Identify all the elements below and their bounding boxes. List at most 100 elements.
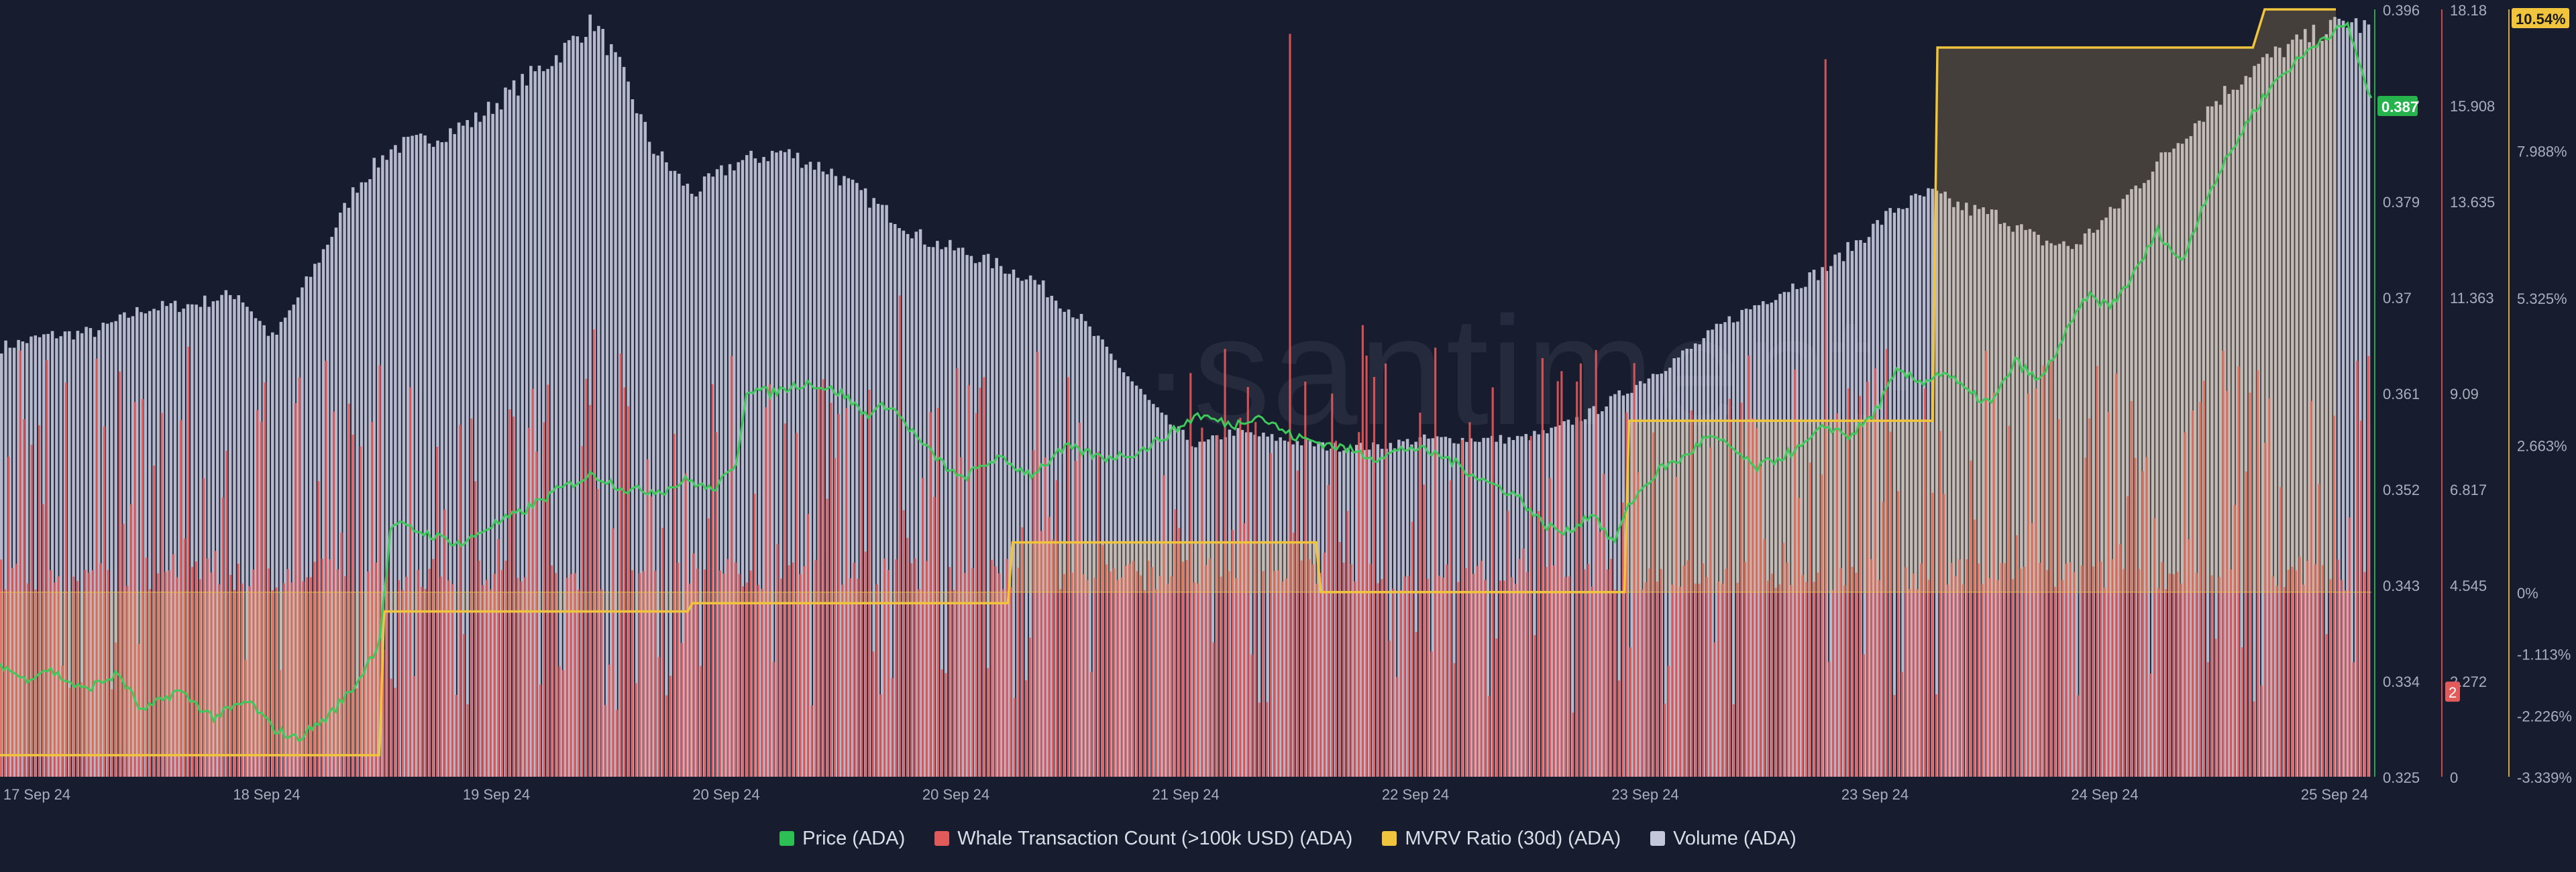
whale-bar xyxy=(596,488,599,777)
whale-bar xyxy=(1743,561,1747,777)
whale-bar xyxy=(50,570,52,777)
whale-bar xyxy=(520,581,523,777)
whale-bar xyxy=(1614,590,1617,777)
whale-bar xyxy=(2023,566,2026,777)
whale-bar xyxy=(956,368,959,777)
axes: 0.396 0.387 0.379 0.37 0.361 0.352 0.343 0.334 0… xyxy=(3,2,2572,803)
whale-bar xyxy=(1770,574,1773,777)
volume-bar xyxy=(504,87,507,777)
whale-bar xyxy=(1239,417,1242,777)
whale-bar xyxy=(1904,567,1907,777)
volume-bar xyxy=(2273,46,2277,777)
whale-bar xyxy=(2065,563,2068,777)
volume-bar xyxy=(1312,446,1316,777)
volume-bar xyxy=(1935,190,1939,777)
whale-bar xyxy=(2318,484,2320,777)
whale-bar xyxy=(604,705,607,777)
volume-bar xyxy=(804,164,808,777)
whale-bar xyxy=(554,573,557,777)
whale-bar xyxy=(1705,577,1709,777)
whale-bar xyxy=(558,666,561,777)
whale-bar xyxy=(1809,462,1812,777)
whale-bar xyxy=(466,704,469,777)
whale-bar xyxy=(221,497,224,777)
x-tick-label: 22 Sep 24 xyxy=(1382,786,1449,803)
volume-bar xyxy=(517,95,520,777)
whale-bar xyxy=(394,688,396,777)
whale-bar xyxy=(727,559,729,777)
whale-bar xyxy=(2268,398,2271,777)
whale-bar xyxy=(1369,563,1372,777)
volume-bar xyxy=(906,233,910,777)
volume-bar xyxy=(2138,188,2142,777)
volume-bar xyxy=(563,42,567,777)
legend-item-price[interactable]: Price (ADA) xyxy=(780,828,905,850)
volume-bar xyxy=(364,182,368,777)
whale-bar xyxy=(1426,578,1429,777)
whale-bar xyxy=(1759,466,1762,777)
whale-bar xyxy=(2233,504,2236,777)
whale-bar xyxy=(2199,402,2202,777)
whale-bar xyxy=(329,559,331,777)
whale-bar xyxy=(776,544,779,777)
whale-bar xyxy=(1992,392,1995,777)
volume-bar xyxy=(199,307,203,777)
volume-bar xyxy=(220,294,223,777)
whale-bar xyxy=(1568,576,1570,777)
whale-bar xyxy=(336,569,339,777)
whale-bar xyxy=(156,573,159,777)
whale-bar xyxy=(945,673,947,777)
whale-bar xyxy=(1212,642,1215,777)
whale-bar xyxy=(1912,574,1915,777)
whale-bar xyxy=(1273,571,1276,777)
whale-bar xyxy=(631,570,633,777)
whale-bar xyxy=(1013,698,1016,777)
volume-bar xyxy=(385,160,388,777)
whale-bar xyxy=(830,402,833,777)
whale-bar xyxy=(1365,356,1368,777)
whale-bar xyxy=(1545,567,1548,777)
whale-bar xyxy=(180,420,182,777)
volume-bar xyxy=(237,295,241,777)
whale-bar xyxy=(129,504,133,777)
whale-bar xyxy=(1010,587,1012,777)
whale-bar xyxy=(103,426,106,777)
volume-bar xyxy=(665,162,668,777)
volume-bar xyxy=(334,227,338,777)
whale-bar xyxy=(2103,588,2106,777)
legend-item-mvrv[interactable]: MVRV Ratio (30d) (ADA) xyxy=(1382,828,1621,850)
volume-bar xyxy=(2066,246,2070,777)
whale-bar xyxy=(1503,580,1505,777)
whale-bar xyxy=(1656,582,1658,777)
whale-bar xyxy=(352,435,354,777)
whale-bar xyxy=(306,577,309,777)
volume-bar xyxy=(1973,205,1977,777)
whale-bar xyxy=(428,569,431,777)
volume-bar xyxy=(863,188,867,777)
volume-bar xyxy=(1596,414,1600,777)
mvrv-tick-label: 5.325% xyxy=(2517,290,2567,307)
volume-bar xyxy=(2265,54,2269,777)
whale-bar xyxy=(1690,410,1693,777)
volume-bar xyxy=(1275,441,1278,777)
whale-bar xyxy=(229,575,232,777)
whale-bar xyxy=(367,571,370,777)
legend-item-volume[interactable]: Volume (ADA) xyxy=(1650,828,1796,850)
whale-bar xyxy=(2337,559,2339,777)
whale-bar xyxy=(1193,582,1196,777)
legend-item-whale[interactable]: Whale Transaction Count (>100k USD) (ADA… xyxy=(934,828,1352,850)
whale-bar xyxy=(1855,572,1858,777)
volume-bar xyxy=(690,193,694,777)
volume-bar xyxy=(1617,390,1621,777)
volume-bar xyxy=(2159,152,2163,777)
volume-bar xyxy=(2299,39,2303,777)
whale-bar xyxy=(1495,638,1498,777)
whale-bar xyxy=(1002,589,1004,777)
volume-bar xyxy=(1118,368,1122,777)
volume-bar xyxy=(843,176,846,777)
volume-bar xyxy=(431,146,435,777)
whale-bar xyxy=(1071,572,1073,777)
whale-bar xyxy=(669,675,672,777)
whale-bar xyxy=(1599,531,1601,777)
